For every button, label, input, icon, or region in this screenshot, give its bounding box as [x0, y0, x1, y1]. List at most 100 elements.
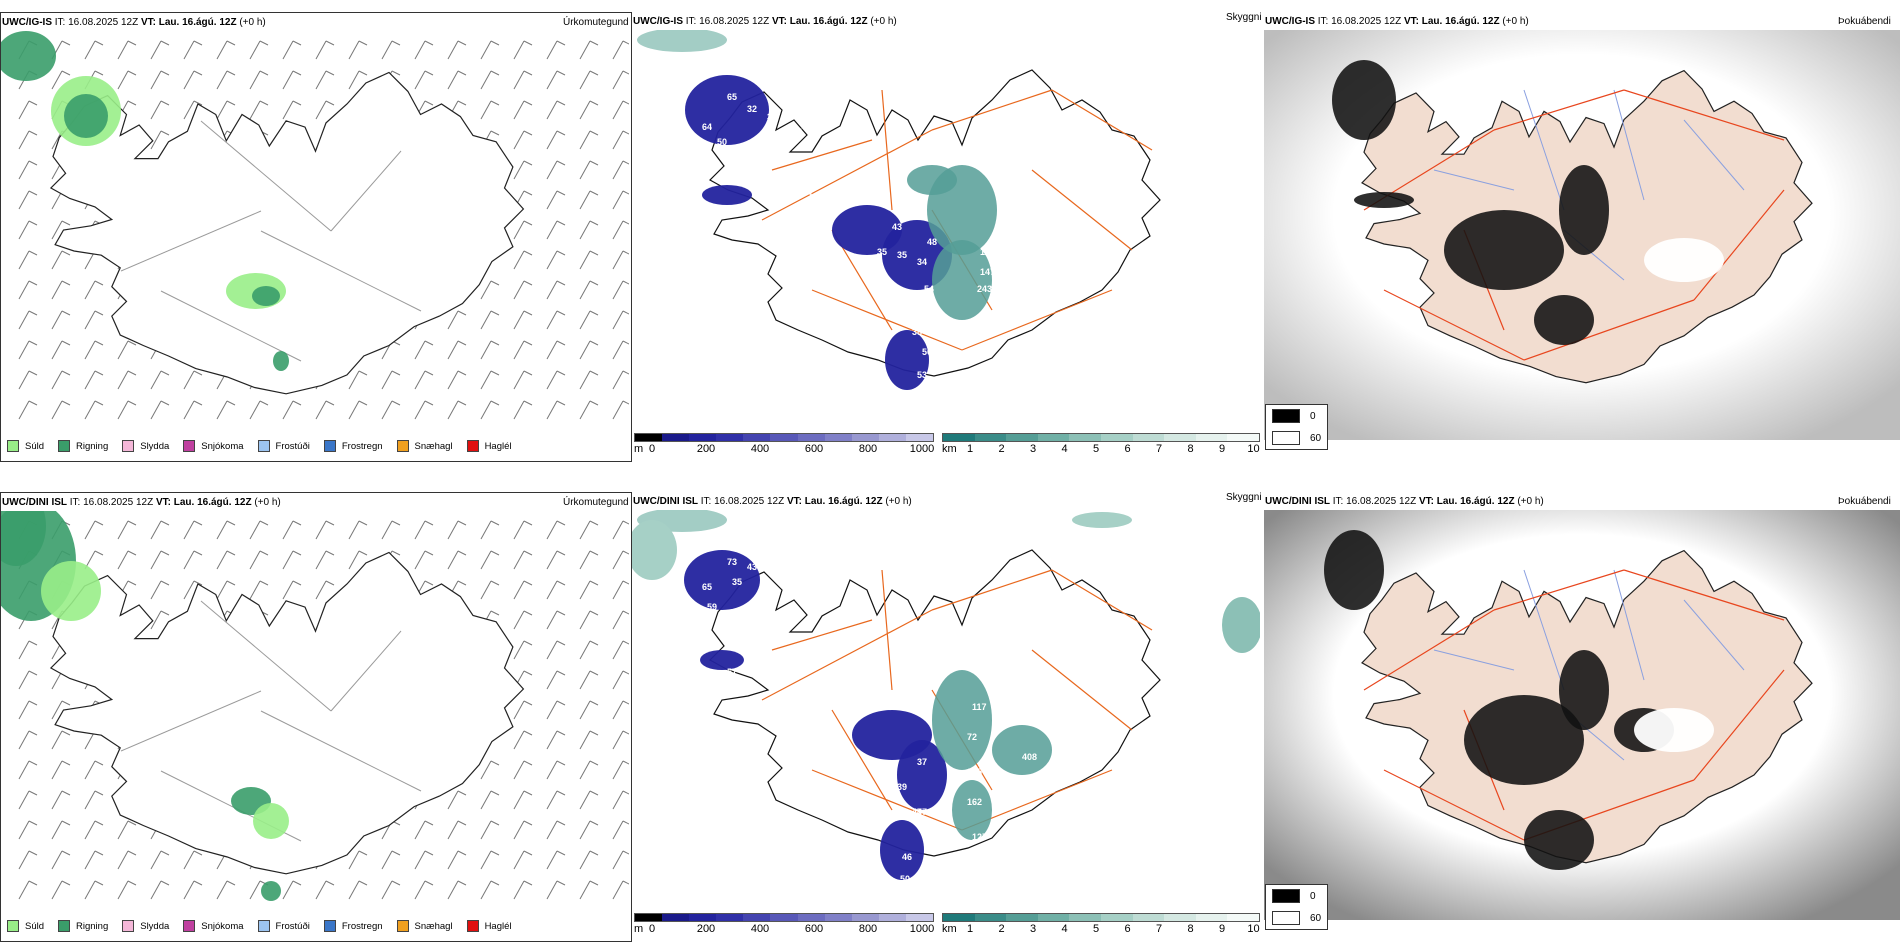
wind-barb	[546, 610, 566, 630]
precip-legend: Súld Rigning Slydda Snjókoma Frostúði Frostre…	[7, 440, 512, 452]
fog-area	[1534, 295, 1594, 345]
road-line	[811, 769, 963, 831]
panel-header: UWC/IG-IS IT: 16.08.2025 12Z VT: Lau. 16…	[2, 17, 266, 28]
ceiling-value-label: 47	[917, 807, 927, 817]
road-line	[200, 600, 332, 712]
road-line	[120, 690, 262, 752]
road-line	[260, 230, 422, 312]
wind-barb	[150, 550, 170, 570]
wind-barb	[84, 520, 104, 540]
wind-barb	[18, 280, 38, 300]
wind-barb	[612, 160, 629, 180]
precip-type-panel: UWC/DINI ISL IT: 16.08.2025 12Z VT: Lau.…	[0, 492, 632, 942]
wind-barb	[546, 700, 566, 720]
wind-barb	[51, 400, 71, 420]
wind-barb	[447, 790, 467, 810]
legend-label: Snæhagl	[414, 440, 453, 452]
colorbar-tick: 200	[696, 923, 716, 935]
wind-barb	[51, 700, 71, 720]
iceland-outline	[49, 551, 525, 875]
wind-barb	[480, 550, 500, 570]
wind-barb	[315, 100, 335, 120]
wind-barb	[579, 340, 599, 360]
wind-barb	[480, 340, 500, 360]
panel-header: UWC/IG-IS IT: 16.08.2025 12Z VT: Lau. 16…	[633, 16, 897, 27]
wind-barb	[315, 550, 335, 570]
fog-legend-swatch	[1272, 911, 1300, 925]
wind-barb	[117, 820, 137, 840]
wind-barb	[216, 580, 236, 600]
wind-barb	[513, 70, 533, 90]
wind-barb	[84, 760, 104, 780]
wind-barb	[579, 610, 599, 630]
legend-item: Rigning	[58, 440, 108, 452]
wind-barb	[18, 700, 38, 720]
legend-swatch	[183, 920, 196, 932]
wind-barb	[546, 820, 566, 840]
low-ceiling-area	[880, 820, 924, 880]
legend-item: Frostúði	[257, 440, 310, 452]
road-line	[1051, 569, 1153, 631]
wind-barb	[381, 520, 401, 540]
colorbar-step	[1195, 914, 1228, 921]
road-line	[881, 89, 893, 211]
colorbar-step	[797, 914, 825, 921]
wind-barb	[579, 820, 599, 840]
wind-barb	[513, 220, 533, 240]
ceiling-value-label: 72	[967, 732, 977, 742]
wind-barb	[381, 370, 401, 390]
wind-barb	[18, 190, 38, 210]
wind-barb	[183, 880, 203, 900]
wind-barb	[447, 400, 467, 420]
wind-barb	[18, 820, 38, 840]
init-time: IT: 16.08.2025 12Z	[1317, 16, 1402, 27]
legend-item: Snæhagl	[396, 920, 453, 932]
wind-barb	[447, 520, 467, 540]
colorbar-step	[905, 434, 934, 441]
colorbar-tick: 10	[1247, 923, 1260, 935]
river-line	[1433, 169, 1515, 191]
wind-barb	[612, 670, 629, 690]
colorbar-tick: 1000	[909, 443, 935, 455]
panel-header: UWC/DINI ISL IT: 16.08.2025 12Z VT: Lau.…	[1265, 496, 1544, 507]
legend-swatch	[183, 440, 196, 452]
colorbar-step	[1227, 914, 1259, 921]
wind-barb	[612, 310, 629, 330]
colorbar-step	[878, 914, 906, 921]
valid-time: Lau. 16.ágú. 12Z	[789, 16, 868, 27]
road-line	[1031, 169, 1133, 251]
wind-barb	[249, 520, 269, 540]
wind-barb	[51, 220, 71, 240]
ceiling-value-label: 39	[897, 782, 907, 792]
low-ceiling-area	[700, 650, 744, 670]
road-line	[260, 710, 422, 792]
wind-barb	[150, 100, 170, 120]
wind-barb	[414, 820, 434, 840]
fog-area	[1559, 165, 1609, 255]
wind-barb	[579, 280, 599, 300]
legend-label: Frostúði	[275, 440, 310, 452]
wind-barb	[546, 520, 566, 540]
wind-barb	[480, 70, 500, 90]
road-line	[831, 709, 893, 811]
wind-barb	[612, 640, 629, 660]
panel-title-precip: Úrkomutegund	[563, 17, 629, 28]
fog-legend-row: 60	[1266, 427, 1327, 449]
wind-barb	[579, 190, 599, 210]
fog-area	[1524, 810, 1594, 870]
wind-barb	[579, 640, 599, 660]
wind-barb	[150, 520, 170, 540]
ceiling-value-label: 50	[717, 137, 727, 147]
ceiling-value-label: 32	[747, 104, 757, 114]
colorbar-step	[824, 914, 852, 921]
legend-swatch	[396, 440, 409, 452]
wind-barb	[513, 760, 533, 780]
colorbar-step	[974, 434, 1007, 441]
wind-barb	[447, 550, 467, 570]
wind-barb	[315, 40, 335, 60]
wind-barb	[249, 580, 269, 600]
wind-barb	[612, 550, 629, 570]
wind-barb	[612, 70, 629, 90]
colorbar-tick: 9	[1218, 443, 1226, 455]
wind-barb	[150, 70, 170, 90]
